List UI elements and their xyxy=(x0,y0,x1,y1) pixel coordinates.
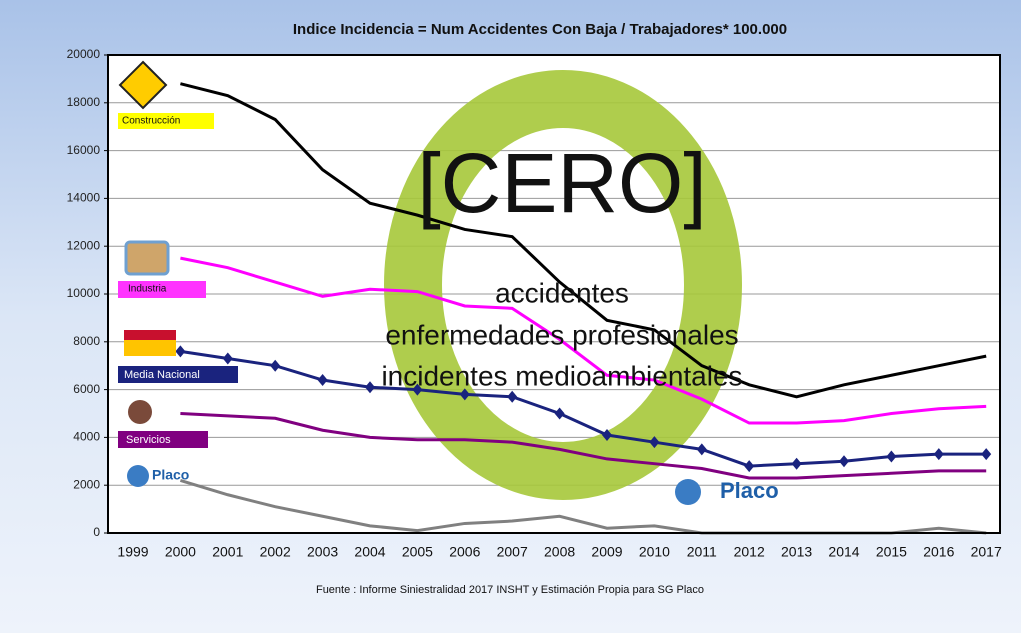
x-tick-label: 2015 xyxy=(876,544,907,560)
marker xyxy=(696,443,707,456)
y-tick-label: 2000 xyxy=(73,477,100,491)
overlay-headline: [CERO] xyxy=(417,136,706,230)
marker xyxy=(412,383,423,396)
overlay-line: accidentes xyxy=(495,277,629,308)
x-tick-label: 2008 xyxy=(544,544,575,560)
legend-box xyxy=(118,366,238,383)
flag-stripe xyxy=(124,330,176,340)
overlay-line: enfermedades profesionales xyxy=(385,319,738,350)
legend-label: Placo xyxy=(152,467,189,483)
legend-box xyxy=(118,281,206,298)
x-tick-label: 2004 xyxy=(354,544,385,560)
series-line xyxy=(180,412,987,480)
y-tick-label: 10000 xyxy=(67,286,101,300)
services-icon xyxy=(128,400,152,424)
marker xyxy=(791,457,802,470)
series-line xyxy=(180,349,987,468)
marker xyxy=(554,407,565,420)
placo-logo xyxy=(127,465,149,487)
y-tick-label: 20000 xyxy=(67,47,101,61)
marker xyxy=(886,450,897,463)
x-tick-label: 2013 xyxy=(781,544,812,560)
legend-label: Industria xyxy=(128,284,167,295)
legend-box xyxy=(118,431,208,448)
x-tick-label: 2001 xyxy=(212,544,243,560)
zero-ring xyxy=(384,70,742,500)
y-tick-label: 14000 xyxy=(67,191,101,205)
x-tick-label: 2014 xyxy=(828,544,859,560)
series-line xyxy=(180,82,987,399)
chart-title: Indice Incidencia = Num Accidentes Con B… xyxy=(293,21,787,38)
overlay-line: incidentes medioambientales xyxy=(381,360,742,391)
x-tick-label: 2012 xyxy=(734,544,765,560)
marker xyxy=(602,429,612,442)
y-tick-label: 12000 xyxy=(67,238,101,252)
flag-stripe xyxy=(124,340,176,356)
series-line xyxy=(180,256,987,425)
y-tick-label: 6000 xyxy=(73,382,100,396)
x-tick-label: 2007 xyxy=(497,544,528,560)
x-tick-label: 2010 xyxy=(639,544,670,560)
x-tick-label: 2016 xyxy=(923,544,954,560)
marker xyxy=(222,352,233,365)
marker xyxy=(175,345,186,358)
plot-frame xyxy=(107,54,1001,534)
legend-label: Servicios xyxy=(126,434,171,446)
x-tick-label: 2011 xyxy=(687,544,717,560)
x-tick-label: 2009 xyxy=(591,544,622,560)
x-tick-label: 2003 xyxy=(307,544,338,560)
industry-icon xyxy=(124,240,170,276)
y-tick-label: 18000 xyxy=(67,95,101,109)
marker xyxy=(270,359,281,372)
x-tick-label: 2006 xyxy=(449,544,480,560)
x-tick-label: 1999 xyxy=(117,544,148,560)
x-tick-label: 2017 xyxy=(971,544,1002,560)
y-tick-label: 0 xyxy=(93,525,100,539)
placo-logo-text: Placo xyxy=(720,478,779,503)
x-tick-label: 2000 xyxy=(165,544,196,560)
marker xyxy=(459,388,470,401)
marker xyxy=(981,448,992,461)
marker xyxy=(317,374,328,387)
marker xyxy=(933,448,944,461)
y-tick-label: 8000 xyxy=(73,334,100,348)
legend-label: Media Nacional xyxy=(124,369,200,381)
marker xyxy=(507,390,518,403)
marker xyxy=(839,455,849,468)
placo-logo xyxy=(675,479,701,505)
x-tick-label: 2005 xyxy=(402,544,433,560)
y-tick-label: 16000 xyxy=(67,143,101,157)
marker xyxy=(365,381,375,394)
legend-label: Construcción xyxy=(122,116,180,127)
construction-icon xyxy=(118,60,168,110)
footer: Fuente : Informe Siniestralidad 2017 INS… xyxy=(316,584,704,596)
marker xyxy=(744,460,755,473)
y-tick-label: 4000 xyxy=(73,430,100,444)
legend-box xyxy=(118,113,214,129)
marker xyxy=(649,436,660,449)
x-tick-label: 2002 xyxy=(260,544,291,560)
